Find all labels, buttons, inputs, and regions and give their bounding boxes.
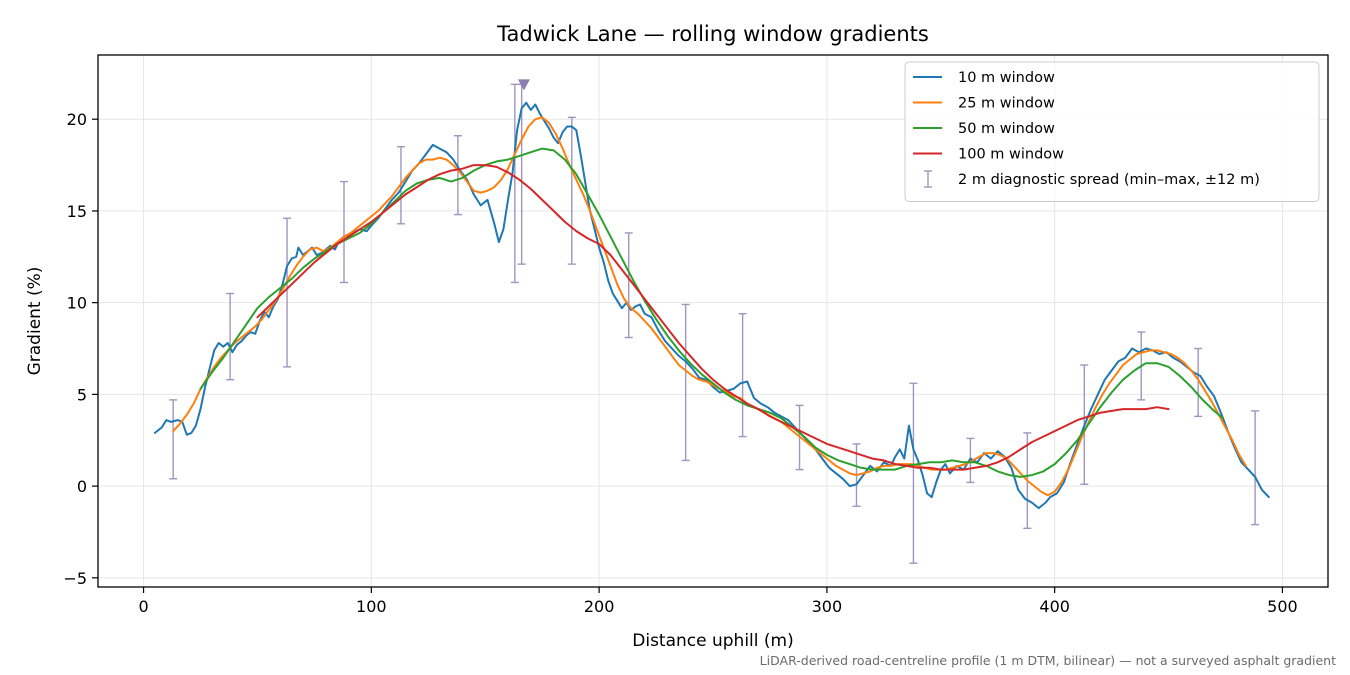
- errorbar: [340, 180, 348, 284]
- errorbar: [738, 312, 747, 438]
- series-line-1: [153, 101, 1270, 510]
- chart-title: Tadwick Lane — rolling window gradients: [496, 22, 929, 46]
- y-tick-label: 20: [67, 110, 87, 129]
- x-tick-label: 0: [138, 597, 148, 616]
- footnote: LiDAR-derived road-centreline profile (1…: [760, 653, 1336, 668]
- errorbar: [453, 135, 462, 216]
- x-tick-label: 400: [1039, 597, 1070, 616]
- x-tick-label: 300: [812, 597, 843, 616]
- legend-entry: 50 m window: [958, 121, 1055, 137]
- x-tick-label: 500: [1267, 597, 1298, 616]
- y-axis-ticks: −5 0 5 10 15 20: [63, 110, 98, 588]
- legend-entry: 25 m window: [958, 96, 1055, 112]
- x-tick-label: 100: [356, 597, 387, 616]
- legend-errorbar-swatch: [924, 170, 932, 188]
- plot-frame: [97, 54, 1329, 588]
- legend: 10 m window 25 m window 50 m window 100 m w…: [904, 61, 1320, 202]
- grid-lines: [98, 55, 1328, 587]
- peak-marker: [517, 79, 530, 91]
- errorbar: [1194, 347, 1203, 418]
- errorbar: [567, 116, 576, 265]
- errorbar: [510, 83, 519, 284]
- x-tick-label: 200: [584, 597, 615, 616]
- series-line-2: [172, 116, 1247, 497]
- y-axis-label: Gradient (%): [25, 267, 45, 376]
- legend-entry: 2 m diagnostic spread (min–max, ±12 m): [958, 172, 1260, 188]
- legend-entry: 10 m window: [958, 70, 1055, 86]
- errorbar: [624, 232, 633, 339]
- series-line-4: [256, 164, 1170, 471]
- y-tick-label: 15: [67, 202, 87, 221]
- errorbar: [1251, 410, 1260, 526]
- y-tick-label: −5: [63, 569, 87, 588]
- legend-box: [904, 61, 1320, 202]
- diagnostic-spread-errorbars: [169, 83, 1260, 564]
- x-axis-label: Distance uphill (m): [632, 631, 793, 651]
- x-axis-ticks: 0 100 200 300 400 500: [138, 587, 1298, 616]
- errorbar: [909, 382, 918, 564]
- y-tick-label: 0: [77, 477, 87, 496]
- series-lines: [153, 101, 1270, 510]
- peak-marker-layer: [517, 79, 530, 91]
- series-line-3: [199, 147, 1225, 478]
- errorbar: [681, 303, 690, 462]
- legend-entry: 100 m window: [958, 147, 1064, 163]
- errorbar: [283, 217, 292, 368]
- errorbar: [226, 292, 235, 381]
- errorbar: [169, 399, 178, 480]
- y-tick-label: 5: [77, 385, 87, 404]
- y-tick-label: 10: [67, 294, 87, 313]
